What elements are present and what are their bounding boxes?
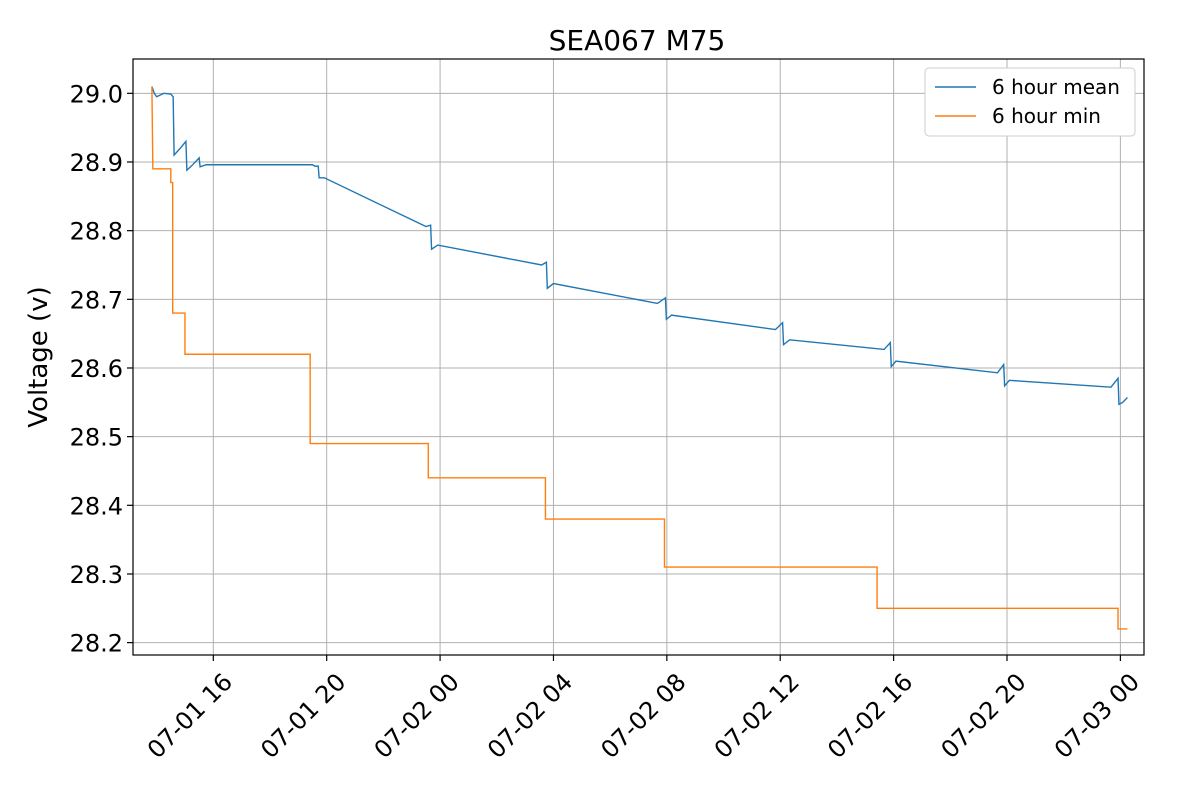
y-tick-label: 28.2 — [70, 630, 123, 658]
y-axis-label: Voltage (v) — [24, 286, 54, 427]
x-tick-label: 07-02 04 — [482, 668, 578, 764]
legend-box — [924, 67, 1136, 137]
x-tick-label: 07-01 16 — [142, 668, 238, 764]
x-tick-label: 07-03 00 — [1049, 668, 1145, 764]
chart-title: SEA067 M75 — [549, 24, 726, 57]
x-tick-label: 07-02 20 — [936, 668, 1032, 764]
legend-label-mean: 6 hour mean — [992, 75, 1120, 99]
x-axis: 07-01 16 07-01 20 07-02 00 07-02 04 07-02 08… — [142, 655, 1145, 764]
y-tick-label: 28.8 — [70, 218, 123, 246]
series-layer — [151, 86, 1128, 630]
y-tick-label: 28.5 — [70, 424, 123, 452]
plot-frame — [132, 58, 1145, 656]
y-tick-label: 28.7 — [70, 286, 123, 314]
y-tick-label: 28.9 — [70, 149, 123, 177]
grid — [133, 59, 1144, 655]
y-axis: 28.2 28.3 28.4 28.5 28.6 28.7 28.8 28.9 29.0 — [70, 80, 133, 658]
x-tick-label: 07-01 20 — [255, 668, 351, 764]
y-tick-label: 29.0 — [70, 80, 123, 108]
x-tick-label: 07-02 08 — [595, 668, 691, 764]
legend-label-min: 6 hour min — [992, 104, 1101, 128]
x-tick-label: 07-02 12 — [709, 668, 805, 764]
y-tick-label: 28.4 — [70, 492, 123, 520]
series-line-mean — [151, 86, 1128, 406]
series-line-min — [151, 86, 1128, 630]
x-tick-label: 07-02 16 — [822, 668, 918, 764]
y-tick-label: 28.6 — [70, 355, 123, 383]
x-tick-label: 07-02 00 — [369, 668, 465, 764]
y-tick-label: 28.3 — [70, 561, 123, 589]
legend: 6 hour mean 6 hour min — [924, 67, 1136, 137]
